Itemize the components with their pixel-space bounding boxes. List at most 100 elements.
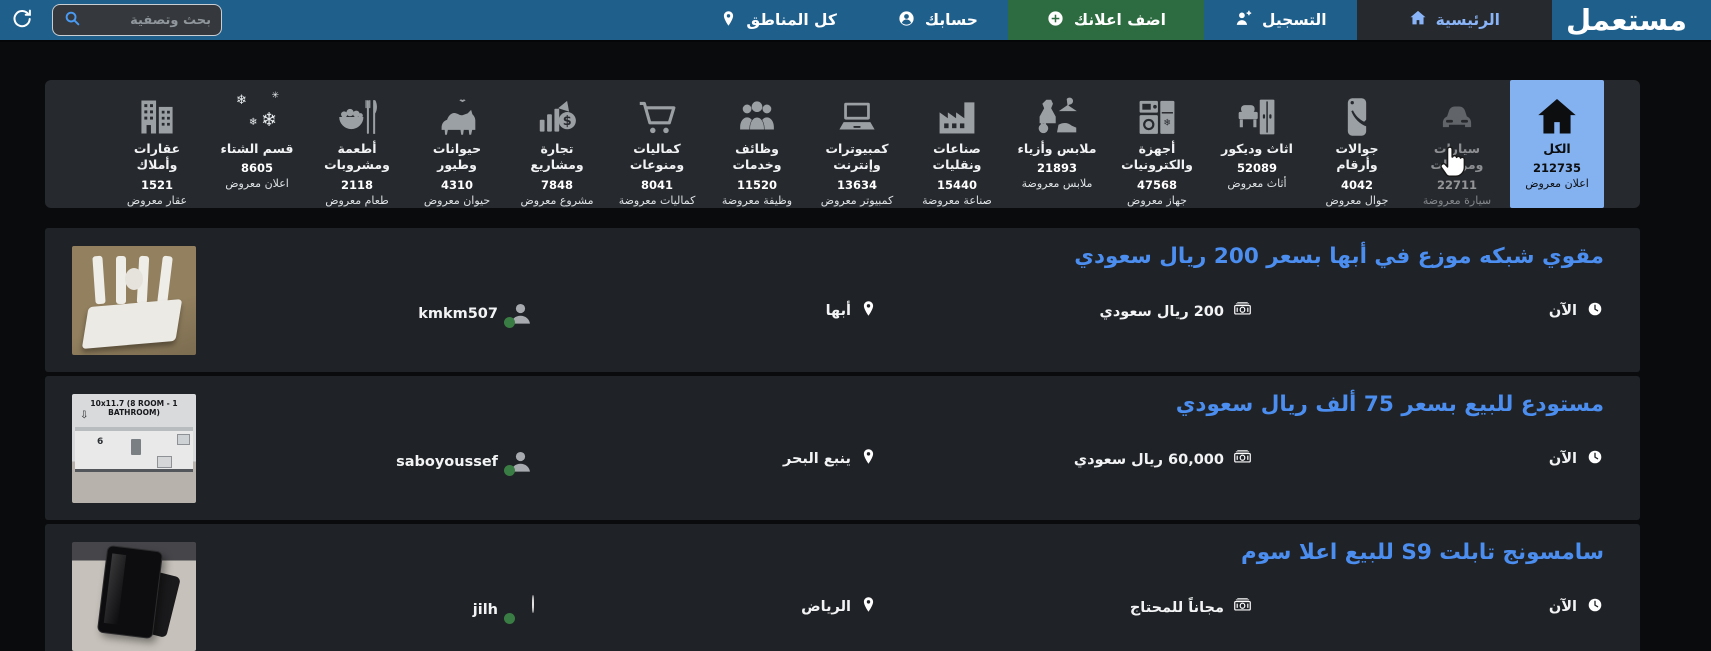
category-tile-clothes[interactable]: ملابس وأزياء 21893 ملابس معروضة xyxy=(1010,80,1104,208)
category-tile-realestate[interactable]: عقارات وأملاك 1521 عقار معروض xyxy=(110,80,204,208)
category-tile-industry[interactable]: صناعات ونقليات 15440 صناعة معروضة xyxy=(910,80,1004,208)
listing-location: الرياض xyxy=(801,596,877,617)
person-add-icon xyxy=(1234,9,1253,32)
category-tile-winter[interactable]: ❄ ❄ ❄ ✳ قسم الشتاء 8605 اعلان معروض xyxy=(210,80,304,208)
listing-thumbnail[interactable]: 10x11.7 (8 ROOM - 1 BATHROOM) ⇩ 6 xyxy=(72,394,196,503)
search-icon xyxy=(63,9,82,32)
refresh-icon xyxy=(10,7,34,34)
camel-icon xyxy=(435,93,479,141)
category-name: صناعات ونقليات xyxy=(932,141,982,173)
listing-title[interactable]: سامسونج تابلت S9 للبيع اعلا سوم xyxy=(1241,540,1604,565)
clock-icon xyxy=(1586,300,1604,322)
listing-user[interactable]: kmkm507 xyxy=(418,300,534,328)
category-count: 13634 xyxy=(837,177,878,192)
listing-location: ينبع البحر xyxy=(783,448,877,469)
refresh-button[interactable] xyxy=(0,7,44,34)
listing-time: الآن xyxy=(1549,300,1604,322)
site-logo[interactable]: مستعمل xyxy=(1566,3,1688,37)
category-tile-phones[interactable]: جوالات وأرقام 4042 جوال معروض xyxy=(1310,80,1404,208)
nav-item-register[interactable]: التسجيل xyxy=(1204,0,1357,40)
category-tile-animals[interactable]: حيوانات وطيور 4310 حيوان معروض xyxy=(410,80,504,208)
category-tile-appliances[interactable]: ❄ أجهزة والكترونيات 47568 جهاز معروض xyxy=(1110,80,1204,208)
location-pin-icon xyxy=(720,10,737,31)
money-icon xyxy=(1233,300,1252,323)
category-bar: الكل 212735 اعلان معروض سيارات ومركبات 2… xyxy=(45,80,1640,208)
nav-item-account[interactable]: حسابك xyxy=(867,0,1008,40)
nav-regions-label: كل المناطق xyxy=(746,11,837,29)
listing-price: مجاناً للمحتاج xyxy=(1130,596,1252,619)
category-unit: جوال معروض xyxy=(1325,193,1389,207)
person-circle-icon xyxy=(897,9,916,32)
svg-text:❄: ❄ xyxy=(1163,117,1171,128)
category-count: 8605 xyxy=(241,161,274,176)
phone-icon xyxy=(1335,93,1379,141)
listing-time: الآن xyxy=(1549,448,1604,470)
category-unit: عقار معروض xyxy=(126,193,188,207)
listing-user[interactable]: jilh xyxy=(473,595,534,624)
category-unit: حيوان معروض xyxy=(423,193,491,207)
listing-row[interactable]: مقوي شبكه موزع في أبها بسعر 200 ريال سعو… xyxy=(45,228,1640,372)
category-unit: صناعة معروضة xyxy=(922,193,992,207)
online-status-dot xyxy=(504,317,515,328)
building-icon xyxy=(135,93,179,141)
category-name: وظائف وخدمات xyxy=(732,141,782,173)
category-unit: سيارة معروضة xyxy=(1422,193,1492,207)
category-name: أجهزة والكترونيات xyxy=(1121,141,1193,173)
listing-title[interactable]: مستودع للبيع بسعر 75 ألف ريال سعودي xyxy=(1175,392,1604,417)
laptop-icon xyxy=(835,93,879,141)
listing-details: الآن مجاناً للمحتاج الرياض jilh xyxy=(255,595,1604,626)
category-unit: وظيفة معروضة xyxy=(721,193,793,207)
search-input[interactable] xyxy=(82,12,211,28)
category-count: 21893 xyxy=(1037,161,1078,176)
car-icon xyxy=(1435,93,1479,141)
category-tile-cars[interactable]: سيارات ومركبات 22711 سيارة معروضة xyxy=(1410,80,1504,208)
category-tile-food[interactable]: أطعمة ومشروبات 2118 طعام معروض xyxy=(310,80,404,208)
category-unit: ملابس معروضة xyxy=(1021,177,1093,191)
nav-add-ad-label: اضف اعلانك xyxy=(1073,11,1166,29)
category-name: ملابس وأزياء xyxy=(1017,141,1097,156)
listing-user[interactable]: saboyoussef xyxy=(396,448,534,476)
category-tile-computers[interactable]: كمبيوترات وإنترنت 13634 كمبيوتر معروض xyxy=(810,80,904,208)
category-count: 7848 xyxy=(541,177,574,192)
user-avatar-icon xyxy=(504,448,534,476)
listing-details: الآن 60,000 ريال سعودي ينبع البحر saboyo… xyxy=(255,448,1604,478)
category-unit: اعلان معروض xyxy=(1525,177,1589,191)
svg-text:$: $ xyxy=(563,114,572,129)
plus-circle-icon xyxy=(1046,9,1065,32)
nav-item-regions[interactable]: كل المناطق xyxy=(690,0,867,40)
clock-icon xyxy=(1586,448,1604,470)
category-unit: اعلان معروض xyxy=(225,177,289,191)
category-name: اثاث وديكور xyxy=(1221,141,1293,156)
chart-dollar-icon: $ xyxy=(535,93,579,141)
listing-row[interactable]: مستودع للبيع بسعر 75 ألف ريال سعودي الآن… xyxy=(45,376,1640,520)
category-tile-business[interactable]: $ تجارة ومشاريع 7848 مشروع معروض xyxy=(510,80,604,208)
category-tile-jobs[interactable]: وظائف وخدمات 11520 وظيفة معروضة xyxy=(710,80,804,208)
home-icon xyxy=(1409,9,1427,31)
category-count: 4042 xyxy=(1341,177,1374,192)
category-name: تجارة ومشاريع xyxy=(530,141,584,173)
category-tile-misc[interactable]: كماليات ومنوعات 8041 كماليات معروضة xyxy=(610,80,704,208)
listing-thumbnail[interactable] xyxy=(72,542,196,651)
listing-title[interactable]: مقوي شبكه موزع في أبها بسعر 200 ريال سعو… xyxy=(1074,244,1604,269)
search-box[interactable] xyxy=(52,4,222,36)
category-count: 4310 xyxy=(441,177,474,192)
listing-thumbnail[interactable] xyxy=(72,246,196,355)
nav-account-label: حسابك xyxy=(924,11,978,29)
listing-time: الآن xyxy=(1549,596,1604,618)
category-tile-all[interactable]: الكل 212735 اعلان معروض xyxy=(1510,80,1604,208)
listing-row[interactable]: سامسونج تابلت S9 للبيع اعلا سوم الآن مجا… xyxy=(45,524,1640,651)
category-unit: جهاز معروض xyxy=(1127,193,1187,207)
main-nav: الرئيسية التسجيل اضف اعلانك حسابك كل الم… xyxy=(690,0,1552,40)
search-area xyxy=(0,0,230,40)
money-icon xyxy=(1233,448,1252,471)
topbar: مستعمل الرئيسية التسجيل اضف اعلانك حسابك… xyxy=(0,0,1711,42)
nav-item-add-ad[interactable]: اضف اعلانك xyxy=(1007,0,1204,40)
nav-item-home[interactable]: الرئيسية xyxy=(1356,0,1552,40)
home-icon xyxy=(1535,93,1579,141)
listing-location: أبها xyxy=(826,300,877,321)
category-name: الكل xyxy=(1543,141,1571,156)
cart-icon xyxy=(635,93,679,141)
furniture-icon xyxy=(1235,93,1279,141)
category-tile-furniture[interactable]: اثاث وديكور 52089 أثاث معروض xyxy=(1210,80,1304,208)
